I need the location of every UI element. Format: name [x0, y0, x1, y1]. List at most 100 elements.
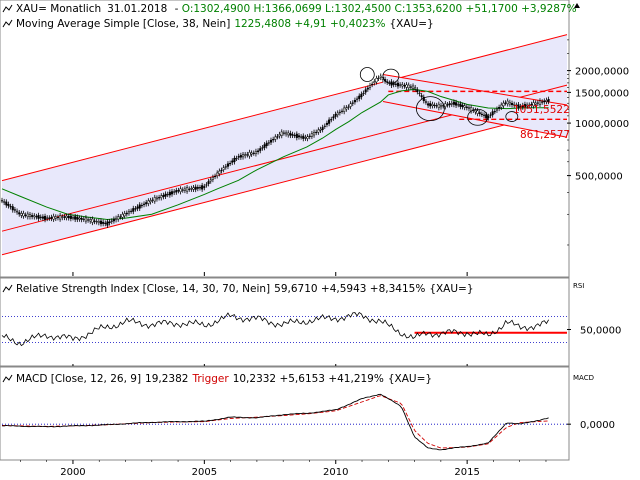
pattern-circle: [415, 96, 445, 122]
candle-body: [69, 215, 72, 219]
candle-body: [76, 216, 79, 220]
candle-body: [170, 191, 174, 195]
candle-body: [452, 101, 455, 105]
x-tick-label: 2010: [323, 467, 348, 478]
candle-body: [35, 216, 38, 218]
candle-body: [480, 113, 483, 115]
candle-body: [41, 216, 44, 219]
candle-body: [526, 104, 529, 107]
candle-body: [308, 135, 311, 137]
candle-body: [192, 187, 195, 190]
candle-body: [216, 172, 219, 177]
candle-body: [508, 102, 511, 105]
macd-title: MACD [Close, 12, 26, 9]: [16, 373, 141, 385]
candle-body: [160, 195, 163, 199]
candle-body: [373, 81, 376, 84]
candle-body: [162, 195, 165, 197]
candle-body: [521, 105, 524, 108]
candle-body: [377, 77, 380, 79]
candle-body: [155, 197, 158, 200]
candle-body: [429, 103, 432, 107]
rsi-y-tick-label: 50,0000: [580, 326, 621, 337]
candle-body: [218, 170, 221, 174]
pattern-circle: [359, 67, 375, 82]
candle-body: [145, 202, 148, 205]
rsi-legend: Relative Strength Index [Close, 14, 30, …: [2, 282, 584, 295]
scroll-up-icon[interactable]: [574, 3, 580, 8]
candle-body: [149, 200, 152, 202]
candle-body: [250, 152, 253, 155]
level-2-label: 861,2577: [520, 129, 570, 141]
candle-body: [302, 135, 305, 139]
candle-body: [489, 114, 492, 116]
candle-body: [209, 179, 212, 182]
pattern-circle: [467, 108, 489, 126]
candle-body: [491, 111, 494, 116]
macd-panel[interactable]: [1, 393, 567, 451]
candle-body: [220, 169, 223, 172]
ma-label: Moving Average Simple [Close, 38, Nein]: [16, 18, 230, 30]
candle-body: [306, 136, 309, 139]
candle-body: [13, 209, 16, 211]
candle-body: [175, 190, 178, 193]
candle-body: [325, 122, 328, 125]
candle-body: [330, 119, 333, 121]
candle-body: [194, 186, 197, 190]
candle-body: [65, 215, 68, 218]
candle-body: [46, 217, 49, 219]
candle-body: [517, 104, 520, 109]
macd-panel-frame: [0, 366, 570, 461]
candle-body: [108, 221, 111, 224]
candle-body: [515, 104, 518, 107]
candle-body: [461, 104, 464, 107]
candle-body: [158, 197, 161, 199]
candle-body: [530, 104, 533, 106]
candle-body: [125, 212, 128, 215]
candle-body: [235, 158, 238, 160]
price-panel[interactable]: [0, 34, 568, 256]
candle-body: [349, 103, 352, 107]
candle-body: [366, 87, 369, 90]
candle-body: [7, 204, 10, 207]
candle-body: [59, 215, 62, 220]
candle-body: [439, 105, 443, 108]
candle-body: [48, 217, 51, 219]
candle-body: [239, 155, 242, 158]
candle-body: [323, 125, 326, 127]
candle-body: [485, 114, 488, 119]
candle-body: [231, 160, 234, 163]
candle-body: [528, 104, 531, 106]
candle-body: [547, 99, 550, 102]
candle-body: [142, 203, 146, 205]
candle-body: [153, 197, 156, 202]
candle-body: [297, 135, 301, 138]
rsi-panel[interactable]: [1, 312, 567, 347]
rsi-legend-icon: [2, 284, 13, 293]
candle-body: [317, 129, 320, 133]
candle-body: [50, 217, 53, 219]
candle-body: [414, 87, 417, 90]
candle-body: [435, 105, 438, 107]
price-y-tick-label: 1000,0000: [575, 119, 629, 130]
price-y-tick-label: 500,0000: [575, 172, 623, 183]
price-y-tick-label: 1500,0000: [575, 88, 629, 99]
candle-body: [54, 216, 57, 219]
candle-body: [312, 132, 316, 136]
candle-body: [431, 104, 434, 106]
candle-body: [123, 213, 126, 217]
candle-body: [474, 110, 477, 113]
candle-body: [237, 156, 240, 158]
rsi-axis-tag: RSI: [573, 282, 584, 290]
candle-body: [136, 206, 139, 209]
candle-body: [183, 188, 186, 191]
candle-body: [347, 106, 350, 108]
candle-body: [71, 217, 75, 219]
candle-body: [110, 220, 113, 222]
trend-channel-upper: [1, 34, 568, 182]
candle-body: [97, 221, 100, 223]
candle-body: [102, 221, 105, 224]
candle-body: [259, 148, 262, 151]
candle-body: [502, 102, 505, 107]
candle-body: [140, 204, 143, 207]
